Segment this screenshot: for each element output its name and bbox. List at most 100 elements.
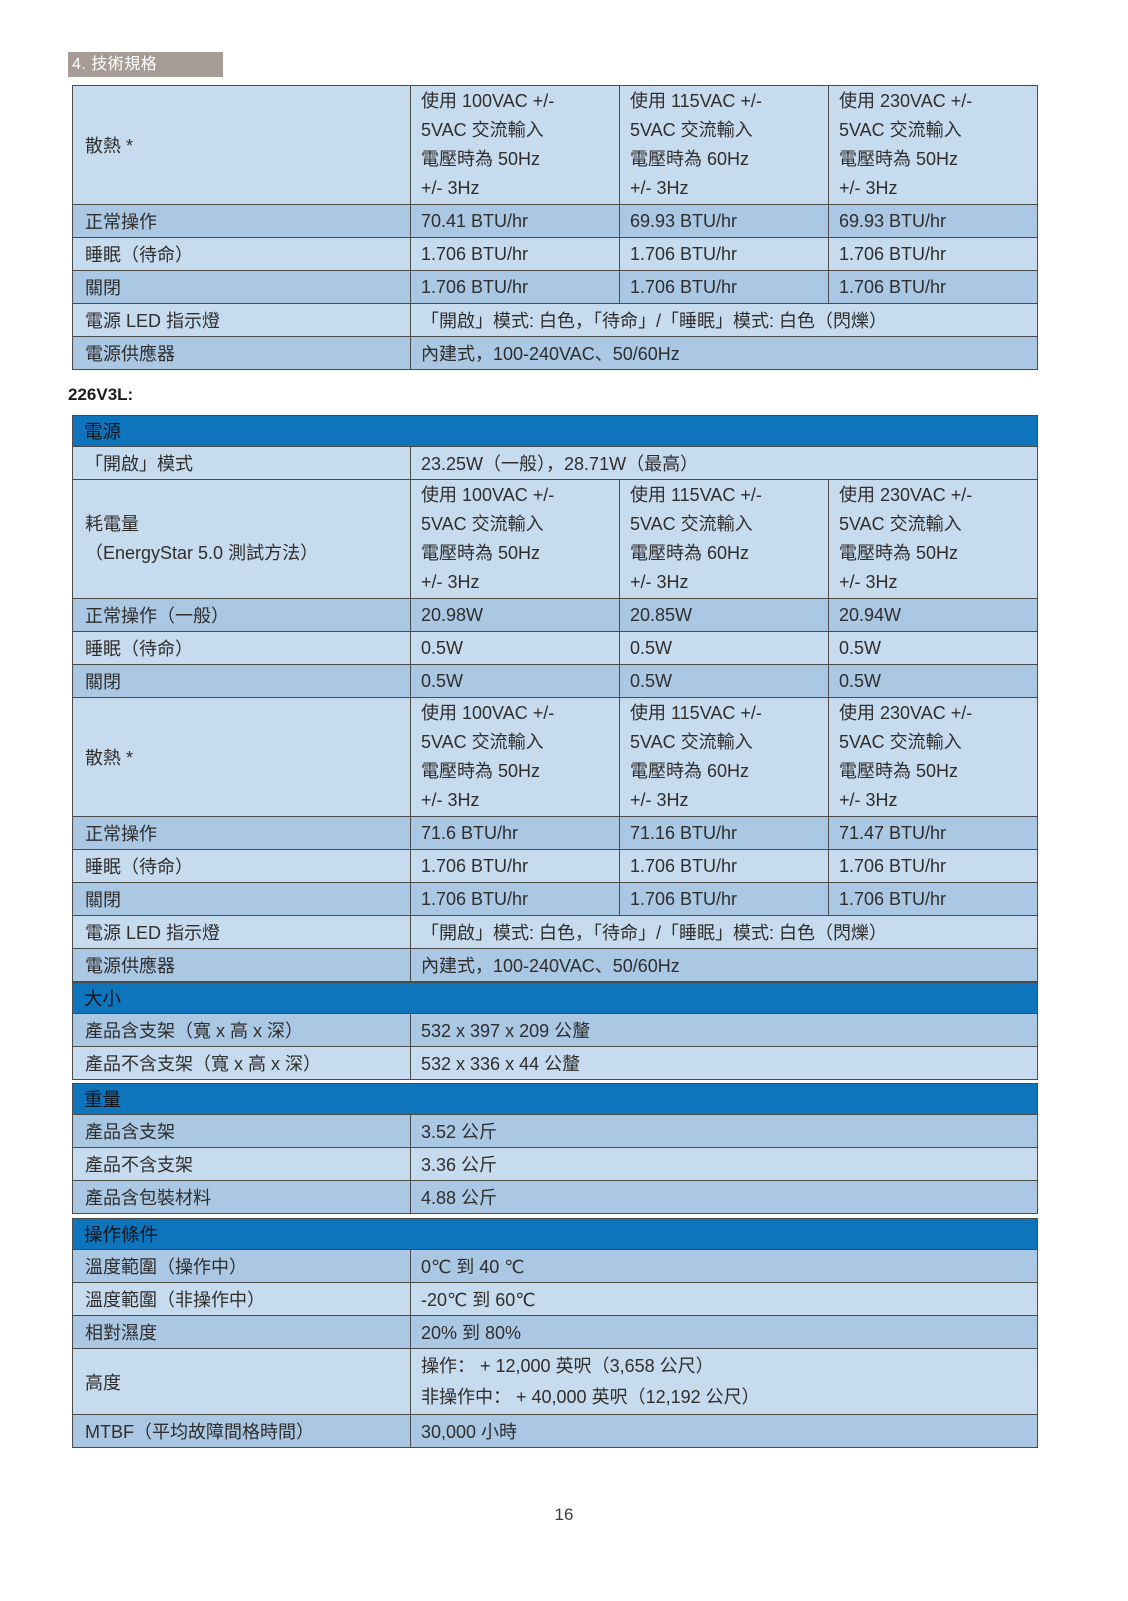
section-header-row: 重量 — [71, 1083, 1039, 1115]
table-row: 睡眠（待命） 1.706 BTU/hr 1.706 BTU/hr 1.706 B… — [72, 849, 1039, 883]
spec-value-cell: 0.5W — [619, 631, 829, 665]
spec-value-cell: 3.52 公斤 — [409, 1114, 1039, 1148]
spec-label-cell: 關閉 — [72, 664, 411, 698]
table-row: 產品不含支架（寬 x 高 x 深） 532 x 336 x 44 公釐 — [72, 1046, 1039, 1080]
spec-label-cell: 產品不含支架（寬 x 高 x 深） — [72, 1046, 411, 1080]
operating-conditions-table: 操作條件 溫度範圍（操作中） 0℃ 到 40 ℃ 溫度範圍（非操作中） -20℃… — [71, 1218, 1039, 1448]
spec-label-cell: 睡眠（待命） — [72, 631, 411, 665]
spec-value-cell: 1.706 BTU/hr — [619, 237, 829, 271]
spec-value-cell: 1.706 BTU/hr — [410, 270, 620, 304]
spec-label-cell: 電源 LED 指示燈 — [72, 303, 411, 337]
spec-label-cell: 睡眠（待命） — [72, 849, 411, 883]
spec-value-cell: 69.93 BTU/hr — [619, 204, 829, 238]
spec-label-cell: 睡眠（待命） — [72, 237, 411, 271]
spec-value-cell: 內建式，100-240VAC、50/60Hz — [409, 948, 1039, 982]
section-title: 大小 — [71, 982, 1039, 1014]
spec-label-cell: 正常操作 — [72, 816, 411, 850]
spec-value-cell: 使用 100VAC +/- 5VAC 交流輸入 電壓時為 50Hz +/- 3H… — [410, 85, 620, 205]
spec-value-cell: 使用 115VAC +/- 5VAC 交流輸入 電壓時為 60Hz +/- 3H… — [619, 85, 829, 205]
spec-value-cell: 1.706 BTU/hr — [619, 849, 829, 883]
table-row: 高度 操作： + 12,000 英呎（3,658 公尺） 非操作中： + 40,… — [72, 1348, 1039, 1415]
table-row: 正常操作 70.41 BTU/hr 69.93 BTU/hr 69.93 BTU… — [72, 204, 1038, 238]
spec-label-cell: 高度 — [72, 1348, 411, 1415]
spec-value-cell: 使用 230VAC +/- 5VAC 交流輸入 電壓時為 50Hz +/- 3H… — [827, 479, 1039, 599]
spec-value-cell: 1.706 BTU/hr — [619, 882, 829, 916]
section-badge: 4. 技術規格 — [68, 52, 223, 77]
spec-value-cell: 4.88 公斤 — [409, 1180, 1039, 1214]
spec-value-cell: 70.41 BTU/hr — [410, 204, 620, 238]
spec-label-cell: 溫度範圍（操作中） — [72, 1249, 411, 1283]
spec-label-cell: 正常操作（一般） — [72, 598, 411, 632]
spec-label-cell: 產品含支架（寬 x 高 x 深） — [72, 1013, 411, 1047]
spec-value-cell: 1.706 BTU/hr — [619, 270, 829, 304]
spec-value-cell: 20.94W — [827, 598, 1039, 632]
spec-label-cell: MTBF（平均故障間格時間） — [72, 1414, 411, 1448]
section-header-row: 操作條件 — [71, 1218, 1039, 1250]
spec-label-cell: 關閉 — [72, 882, 411, 916]
spec-label-cell: 正常操作 — [72, 204, 411, 238]
spec-label-cell: 電源 LED 指示燈 — [72, 915, 411, 949]
table-row: 散熱 * 使用 100VAC +/- 5VAC 交流輸入 電壓時為 50Hz +… — [72, 85, 1038, 205]
table-row: 正常操作 71.6 BTU/hr 71.16 BTU/hr 71.47 BTU/… — [72, 816, 1039, 850]
spec-value-cell: 71.16 BTU/hr — [619, 816, 829, 850]
model-label: 226V3L: — [68, 385, 134, 404]
spec-value-cell: 20% 到 80% — [409, 1315, 1039, 1349]
section-header-row: 電源 — [71, 415, 1039, 447]
spec-value-cell: 使用 230VAC +/- 5VAC 交流輸入 電壓時為 50Hz +/- 3H… — [827, 697, 1039, 817]
spec-value-cell: 71.6 BTU/hr — [410, 816, 620, 850]
spec-label-cell: 產品含支架 — [72, 1114, 411, 1148]
thermal-spec-table: 散熱 * 使用 100VAC +/- 5VAC 交流輸入 電壓時為 50Hz +… — [72, 85, 1038, 370]
spec-value-cell: 0.5W — [410, 631, 620, 665]
spec-label-cell: 溫度範圍（非操作中） — [72, 1282, 411, 1316]
weight-spec-table: 重量 產品含支架 3.52 公斤 產品不含支架 3.36 公斤 產品含包裝材料 … — [71, 1083, 1039, 1214]
spec-value-cell: 20.85W — [619, 598, 829, 632]
spec-value-cell: 30,000 小時 — [409, 1414, 1039, 1448]
spec-value-cell: 532 x 397 x 209 公釐 — [409, 1013, 1039, 1047]
table-row: 產品含支架（寬 x 高 x 深） 532 x 397 x 209 公釐 — [72, 1013, 1039, 1047]
spec-label-cell: 散熱 * — [72, 697, 411, 817]
table-row: MTBF（平均故障間格時間） 30,000 小時 — [72, 1414, 1039, 1448]
spec-value-cell: 0.5W — [827, 664, 1039, 698]
table-row: 睡眠（待命） 1.706 BTU/hr 1.706 BTU/hr 1.706 B… — [72, 237, 1038, 271]
spec-value-cell: 內建式，100-240VAC、50/60Hz — [410, 336, 1038, 370]
spec-value-cell: 使用 100VAC +/- 5VAC 交流輸入 電壓時為 50Hz +/- 3H… — [410, 697, 620, 817]
table-row: 睡眠（待命） 0.5W 0.5W 0.5W — [72, 631, 1039, 665]
spec-label-cell: 產品含包裝材料 — [72, 1180, 411, 1214]
spec-value-cell: 69.93 BTU/hr — [828, 204, 1038, 238]
section-title: 重量 — [71, 1083, 1039, 1115]
table-row: 產品不含支架 3.36 公斤 — [72, 1147, 1039, 1181]
spec-value-cell: 1.706 BTU/hr — [410, 237, 620, 271]
size-spec-table: 大小 產品含支架（寬 x 高 x 深） 532 x 397 x 209 公釐 產… — [71, 982, 1039, 1080]
spec-value-cell: 0℃ 到 40 ℃ — [409, 1249, 1039, 1283]
spec-value-cell: 操作： + 12,000 英呎（3,658 公尺） 非操作中： + 40,000… — [409, 1348, 1039, 1415]
spec-value-cell: 1.706 BTU/hr — [410, 882, 620, 916]
section-title: 電源 — [71, 415, 1039, 447]
spec-label-cell: 相對濕度 — [72, 1315, 411, 1349]
spec-value-cell: 71.47 BTU/hr — [827, 816, 1039, 850]
spec-value-cell: 使用 115VAC +/- 5VAC 交流輸入 電壓時為 60Hz +/- 3H… — [619, 479, 829, 599]
section-header-row: 大小 — [71, 982, 1039, 1014]
spec-value-cell: 3.36 公斤 — [409, 1147, 1039, 1181]
table-row: 「開啟」模式 23.25W（一般），28.71W（最高） — [72, 446, 1039, 480]
spec-value-cell: 0.5W — [827, 631, 1039, 665]
spec-value-cell: 1.706 BTU/hr — [410, 849, 620, 883]
spec-value-cell: 使用 100VAC +/- 5VAC 交流輸入 電壓時為 50Hz +/- 3H… — [410, 479, 620, 599]
table-row: 電源 LED 指示燈 「開啟」模式: 白色，「待命」/「睡眠」模式: 白色（閃爍… — [72, 303, 1038, 337]
spec-value-cell: 1.706 BTU/hr — [827, 882, 1039, 916]
spec-value-cell: 532 x 336 x 44 公釐 — [409, 1046, 1039, 1080]
spec-value-cell: 0.5W — [619, 664, 829, 698]
spec-value-cell: 23.25W（一般），28.71W（最高） — [409, 446, 1039, 480]
table-row: 關閉 1.706 BTU/hr 1.706 BTU/hr 1.706 BTU/h… — [72, 882, 1039, 916]
table-row: 正常操作（一般） 20.98W 20.85W 20.94W — [72, 598, 1039, 632]
spec-label-cell: 耗電量 （EnergyStar 5.0 測試方法） — [72, 479, 411, 599]
spec-label-cell: 電源供應器 — [72, 948, 411, 982]
spec-value-cell: 使用 230VAC +/- 5VAC 交流輸入 電壓時為 50Hz +/- 3H… — [828, 85, 1038, 205]
table-row: 耗電量 （EnergyStar 5.0 測試方法） 使用 100VAC +/- … — [72, 479, 1039, 599]
table-row: 溫度範圍（操作中） 0℃ 到 40 ℃ — [72, 1249, 1039, 1283]
spec-value-cell: 1.706 BTU/hr — [828, 270, 1038, 304]
table-row: 散熱 * 使用 100VAC +/- 5VAC 交流輸入 電壓時為 50Hz +… — [72, 697, 1039, 817]
spec-value-cell: 20.98W — [410, 598, 620, 632]
spec-label-cell: 電源供應器 — [72, 336, 411, 370]
spec-value-cell: 「開啟」模式: 白色，「待命」/「睡眠」模式: 白色（閃爍） — [409, 915, 1039, 949]
